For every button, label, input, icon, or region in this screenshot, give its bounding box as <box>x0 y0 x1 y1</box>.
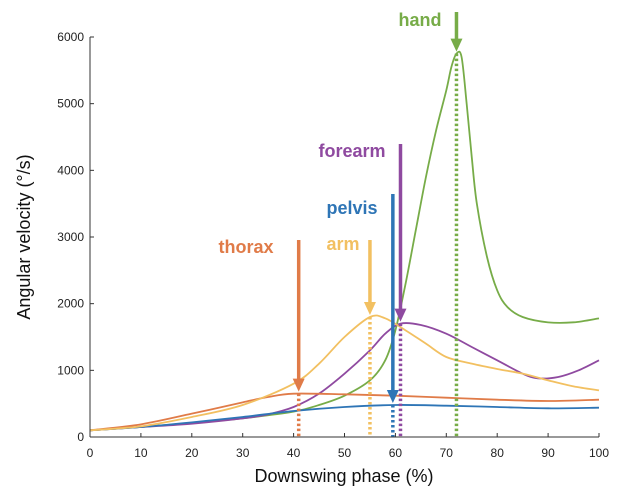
x-tick-label: 10 <box>134 446 148 460</box>
arrow-head-pelvis <box>386 390 399 403</box>
series-line-pelvis <box>89 404 600 432</box>
y-tick-label: 2000 <box>57 297 84 311</box>
y-tick-label: 0 <box>77 430 84 444</box>
x-tick-label: 90 <box>541 446 555 460</box>
arrow-head-thorax <box>292 378 305 392</box>
y-tick-label: 5000 <box>57 97 84 111</box>
x-tick-label: 100 <box>589 446 609 460</box>
arrow-head-arm <box>363 302 376 315</box>
x-tick-label: 50 <box>338 446 352 460</box>
x-tick-label: 40 <box>287 446 301 460</box>
arrow-head-forearm <box>394 308 407 322</box>
y-tick-label: 6000 <box>57 30 84 44</box>
callout-label-forearm: forearm <box>318 141 385 161</box>
y-tick-label: 4000 <box>57 163 84 177</box>
callout-label-thorax: thorax <box>218 237 273 257</box>
series-line-thorax <box>89 392 600 432</box>
x-tick-label: 20 <box>185 446 199 460</box>
axes: 0 10 20 30 40 50 60 70 80 90 100010002000300040005… <box>57 30 609 460</box>
x-tick-label: 0 <box>87 446 94 460</box>
series-line-hand <box>89 50 600 432</box>
callouts: hand forearm pelvis thorax arm <box>218 10 463 403</box>
callout-label-arm: arm <box>326 234 359 254</box>
x-tick-label: 30 <box>236 446 250 460</box>
x-tick-label: 80 <box>491 446 505 460</box>
y-tick-label: 1000 <box>57 363 84 377</box>
arrow-head-hand <box>450 38 463 52</box>
series-line-arm <box>89 314 600 432</box>
peak-guides <box>296 53 459 437</box>
series-lines <box>89 50 600 432</box>
callout-label-pelvis: pelvis <box>326 198 377 218</box>
x-axis-label: Downswing phase (%) <box>254 466 433 486</box>
x-tick-label: 70 <box>440 446 454 460</box>
y-tick-label: 3000 <box>57 230 84 244</box>
series-line-forearm <box>89 322 600 432</box>
x-tick-label: 60 <box>389 446 403 460</box>
callout-label-hand: hand <box>399 10 442 30</box>
y-axis-label: Angular velocity (°/s) <box>14 154 34 319</box>
